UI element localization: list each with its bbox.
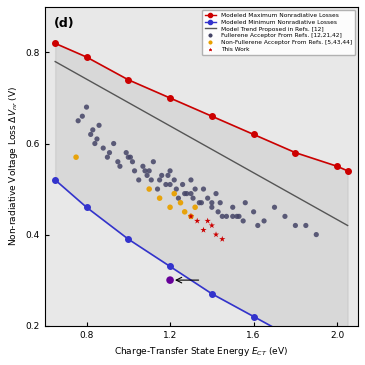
Point xyxy=(215,209,221,215)
Point xyxy=(84,104,89,110)
Point xyxy=(205,218,211,224)
Point xyxy=(146,168,152,174)
Point xyxy=(90,127,96,133)
Point xyxy=(314,232,319,238)
Point xyxy=(182,209,188,215)
Point xyxy=(167,204,173,210)
Point xyxy=(127,154,133,160)
Point xyxy=(155,186,161,192)
Point xyxy=(199,200,204,205)
Point xyxy=(196,200,202,205)
Point xyxy=(192,204,198,210)
Point xyxy=(234,214,240,219)
X-axis label: Charge-Transfer State Energy $E_{CT}$ (eV): Charge-Transfer State Energy $E_{CT}$ (e… xyxy=(114,345,288,358)
Point xyxy=(272,204,277,210)
Point xyxy=(171,191,177,196)
Point xyxy=(192,186,198,192)
Point xyxy=(111,141,116,146)
Point xyxy=(282,214,288,219)
Point xyxy=(165,173,171,178)
Y-axis label: Non-radiative Voltage Loss $\Delta V_{nr}$ (V): Non-radiative Voltage Loss $\Delta V_{nr… xyxy=(7,86,20,246)
Point xyxy=(209,200,215,205)
Point xyxy=(188,191,194,196)
Point xyxy=(209,204,215,210)
Point xyxy=(230,214,236,219)
Point xyxy=(132,168,138,174)
Point xyxy=(223,214,229,219)
Point xyxy=(163,181,169,187)
Point xyxy=(182,191,188,196)
Point xyxy=(144,173,150,178)
Point xyxy=(157,177,162,183)
Point xyxy=(75,118,81,124)
Point xyxy=(217,200,223,205)
Point xyxy=(178,200,184,205)
Point xyxy=(255,223,261,228)
Point xyxy=(219,214,225,219)
Point xyxy=(173,186,179,192)
Point xyxy=(142,168,148,174)
Text: (d): (d) xyxy=(54,16,75,30)
Point xyxy=(261,218,267,224)
Point xyxy=(123,150,129,155)
Point xyxy=(240,218,246,224)
Point xyxy=(130,159,135,165)
Point xyxy=(190,195,196,201)
Point xyxy=(303,223,309,228)
Point xyxy=(88,131,93,137)
Point xyxy=(242,200,248,205)
Point xyxy=(104,154,110,160)
Point xyxy=(184,191,190,196)
Point xyxy=(100,145,106,151)
Point xyxy=(73,154,79,160)
Point xyxy=(159,173,165,178)
Point xyxy=(236,214,242,219)
Point xyxy=(125,154,131,160)
Point xyxy=(157,195,162,201)
Point xyxy=(167,277,173,283)
Point xyxy=(213,191,219,196)
Point xyxy=(194,218,200,224)
Point xyxy=(230,204,236,210)
Point xyxy=(292,223,298,228)
Point xyxy=(117,164,123,169)
Point xyxy=(188,177,194,183)
Point xyxy=(205,195,211,201)
Point xyxy=(213,232,219,238)
Point xyxy=(176,195,181,201)
Point xyxy=(96,122,102,128)
Point xyxy=(209,223,215,228)
Point xyxy=(188,214,194,219)
Point xyxy=(94,136,100,142)
Point xyxy=(115,159,121,165)
Point xyxy=(148,177,154,183)
Point xyxy=(146,186,152,192)
Point xyxy=(80,113,85,119)
Point xyxy=(167,181,173,187)
Point xyxy=(219,236,225,242)
Point xyxy=(200,186,206,192)
Point xyxy=(136,177,142,183)
Point xyxy=(167,168,173,174)
Point xyxy=(188,214,194,219)
Point xyxy=(171,177,177,183)
Point xyxy=(251,209,257,215)
Legend: Modeled Maximum Nonradiative Losses, Modeled Minimum Nonradiative Losses, Model : Modeled Maximum Nonradiative Losses, Mod… xyxy=(202,10,355,55)
Point xyxy=(92,141,98,146)
Point xyxy=(140,164,146,169)
Point xyxy=(150,159,156,165)
Point xyxy=(200,227,206,233)
Point xyxy=(180,181,185,187)
Point xyxy=(107,150,112,155)
